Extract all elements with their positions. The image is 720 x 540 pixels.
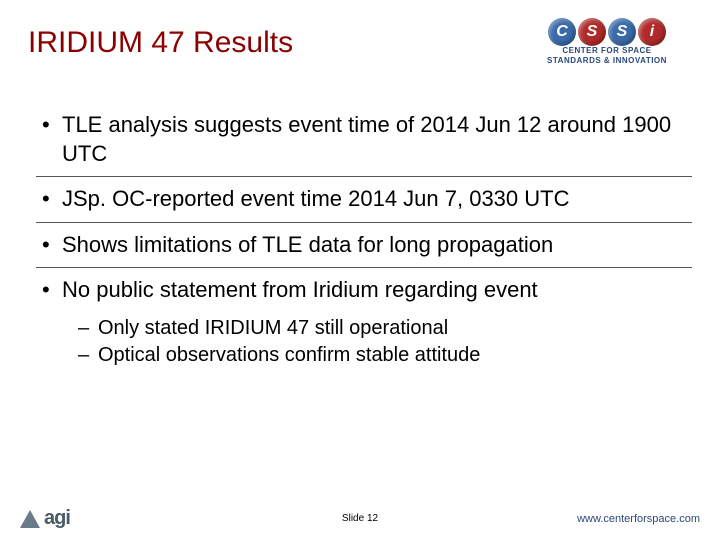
- footer: agi Slide 12 www.centerforspace.com: [0, 507, 720, 530]
- list-item: JSp. OC-reported event time 2014 Jun 7, …: [36, 177, 692, 223]
- sub-list-item: Optical observations confirm stable atti…: [76, 342, 692, 369]
- header: IRIDIUM 47 Results CSSi CENTER FOR SPACE…: [28, 18, 692, 73]
- cssi-logo-sub2: STANDARDS & INNOVATION: [547, 57, 667, 66]
- sub-list-item: Only stated IRIDIUM 47 still operational: [76, 315, 692, 342]
- cssi-letter-s: S: [578, 18, 606, 46]
- page-title: IRIDIUM 47 Results: [28, 18, 293, 60]
- content: TLE analysis suggests event time of 2014…: [28, 103, 692, 377]
- footer-url: www.centerforspace.com: [577, 513, 700, 525]
- list-item: TLE analysis suggests event time of 2014…: [36, 103, 692, 177]
- bullet-list: TLE analysis suggests event time of 2014…: [36, 103, 692, 377]
- list-item-text: Shows limitations of TLE data for long p…: [62, 232, 553, 257]
- cssi-letter-s: S: [608, 18, 636, 46]
- cssi-letter-i: i: [638, 18, 666, 46]
- slide: IRIDIUM 47 Results CSSi CENTER FOR SPACE…: [0, 0, 720, 540]
- agi-logo: agi: [20, 507, 70, 530]
- cssi-letter-c: C: [548, 18, 576, 46]
- list-item-text: TLE analysis suggests event time of 2014…: [62, 112, 671, 166]
- cssi-logo-sub1: CENTER FOR SPACE: [562, 47, 651, 56]
- list-item: No public statement from Iridium regardi…: [36, 268, 692, 377]
- list-item-text: JSp. OC-reported event time 2014 Jun 7, …: [62, 186, 569, 211]
- slide-number: Slide 12: [342, 513, 378, 524]
- sub-list: Only stated IRIDIUM 47 still operational…: [76, 315, 692, 369]
- agi-triangle-icon: [20, 510, 40, 528]
- list-item-text: No public statement from Iridium regardi…: [62, 277, 538, 302]
- cssi-logo: CSSi CENTER FOR SPACE STANDARDS & INNOVA…: [522, 18, 692, 73]
- cssi-logo-letters: CSSi: [548, 18, 666, 46]
- agi-logo-text: agi: [44, 507, 70, 530]
- list-item: Shows limitations of TLE data for long p…: [36, 223, 692, 269]
